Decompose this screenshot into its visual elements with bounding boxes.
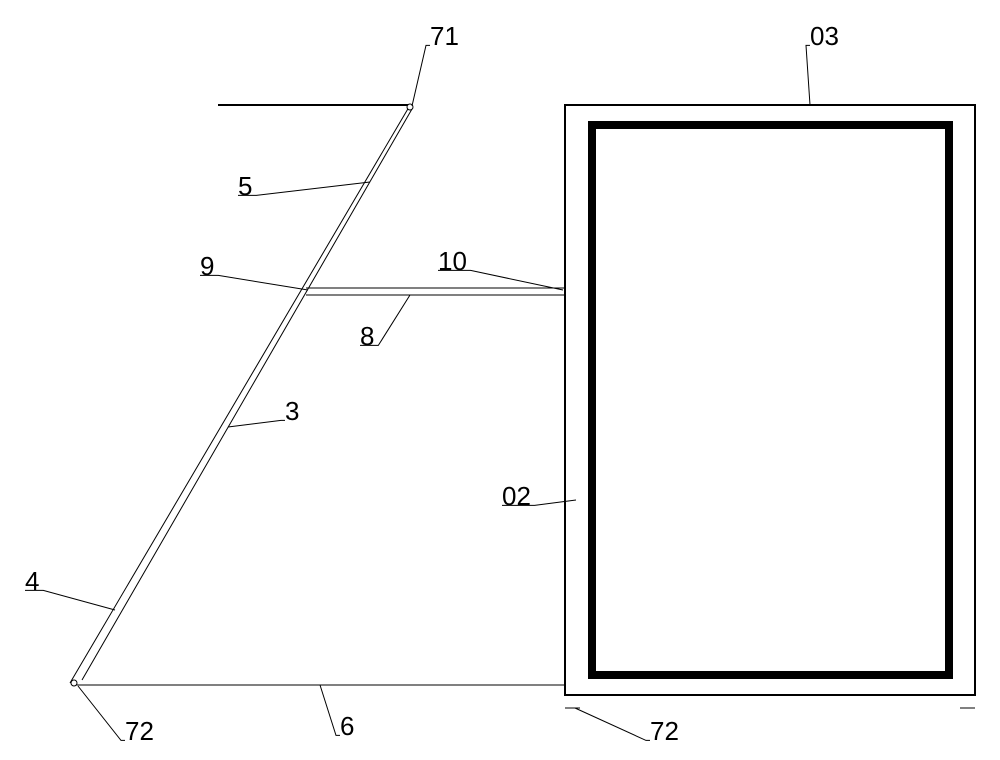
label-l5: 5 <box>238 171 252 201</box>
leader-l5 <box>238 182 370 195</box>
label-l10: 10 <box>438 246 467 276</box>
label-l72a: 72 <box>125 716 154 746</box>
enclosure-inner <box>592 125 949 675</box>
label-l8: 8 <box>360 321 374 351</box>
label-l03: 03 <box>810 21 839 51</box>
leader-l72a <box>78 686 125 740</box>
leader-l03 <box>806 45 810 105</box>
label-l4: 4 <box>25 566 39 596</box>
label-l72b: 72 <box>650 716 679 746</box>
pivot-bottom <box>71 680 77 686</box>
leader-l71 <box>412 45 430 106</box>
label-l3: 3 <box>285 396 299 426</box>
leader-l9 <box>200 275 308 290</box>
diagram-canvas: 71 03 5 9 10 8 3 02 4 72 6 72 <box>0 0 1000 760</box>
label-l02: 02 <box>502 481 531 511</box>
label-l6: 6 <box>340 711 354 741</box>
leader-l3 <box>228 420 285 427</box>
label-l9: 9 <box>200 251 214 281</box>
label-l71: 71 <box>430 21 459 51</box>
leader-l72b <box>575 708 650 740</box>
leader-l6 <box>320 685 340 735</box>
